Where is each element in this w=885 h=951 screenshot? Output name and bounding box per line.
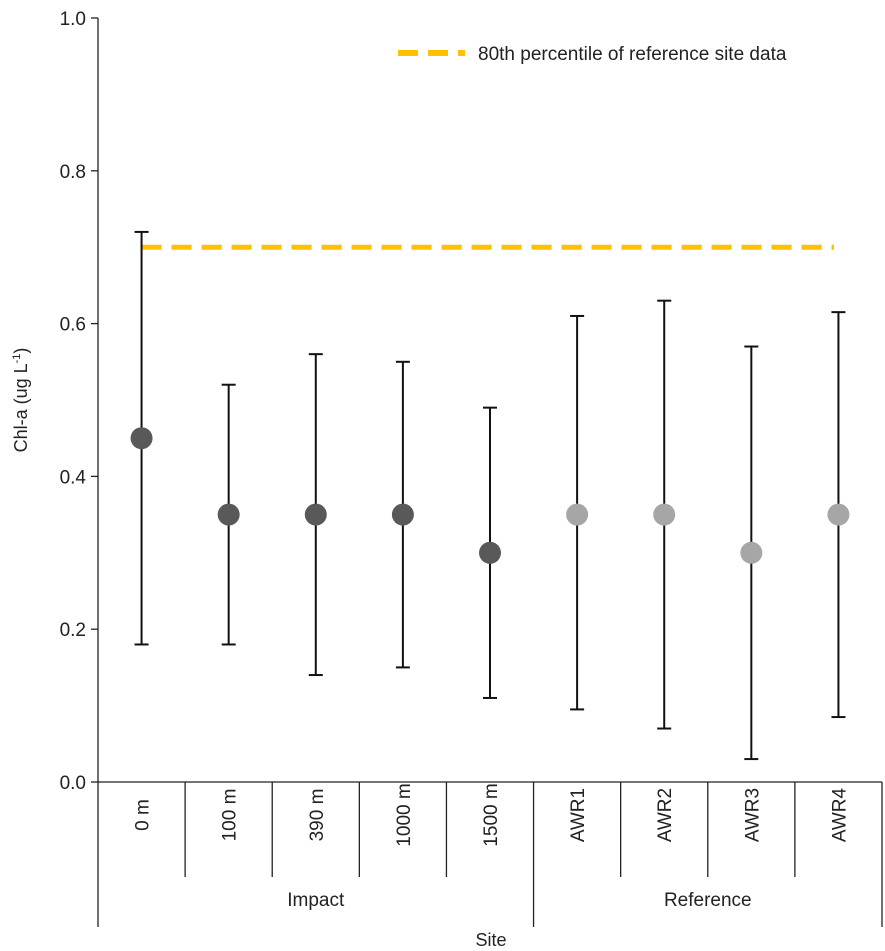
data-point (391, 503, 414, 526)
data-point (827, 503, 850, 526)
data-point (653, 503, 676, 526)
x-group-label: Reference (664, 890, 752, 911)
data-point (130, 427, 153, 450)
x-tick-label: 390 m (307, 789, 328, 842)
y-tick-label: 0.0 (60, 773, 86, 794)
data-points (130, 427, 850, 564)
x-axis-title: Site (475, 930, 506, 950)
x-tick-label: 1500 m (481, 783, 502, 846)
y-tick-label: 0.2 (60, 620, 86, 641)
x-tick-label: 1000 m (394, 783, 415, 846)
data-point (479, 541, 501, 564)
y-axis-title-main: Chl-a (ug L (11, 363, 31, 452)
y-axis-title-sup: -1 (11, 354, 23, 364)
y-axis-title-close: ) (11, 348, 31, 354)
y-tick-label: 1.0 (60, 9, 86, 30)
y-axis: 0.0 0.2 0.4 0.6 0.8 1.0 (60, 9, 99, 794)
x-tick-label: AWR4 (829, 787, 850, 842)
x-tick-label: 100 m (220, 789, 241, 842)
data-point (740, 541, 763, 564)
x-tick-label: 0 m (133, 799, 154, 831)
data-point (217, 503, 240, 526)
legend: 80th percentile of reference site data (398, 44, 787, 65)
x-axis: 0 m 100 m 390 m 1000 m 1500 m AWR1 AWR2 AWR3 AWR… (97, 781, 883, 927)
y-tick-label: 0.4 (60, 467, 87, 488)
y-axis-title: Chl-a (ug L-1) (11, 348, 31, 453)
data-point (304, 503, 327, 526)
x-tick-label: AWR1 (568, 788, 589, 842)
error-bars (134, 230, 846, 761)
x-tick-label: AWR2 (655, 788, 676, 842)
data-point (566, 503, 589, 526)
x-group-label: Impact (287, 890, 345, 911)
y-tick-label: 0.6 (60, 315, 86, 336)
y-tick-label: 0.8 (60, 162, 86, 183)
legend-label: 80th percentile of reference site data (478, 44, 787, 65)
x-tick-label: AWR3 (742, 788, 763, 842)
